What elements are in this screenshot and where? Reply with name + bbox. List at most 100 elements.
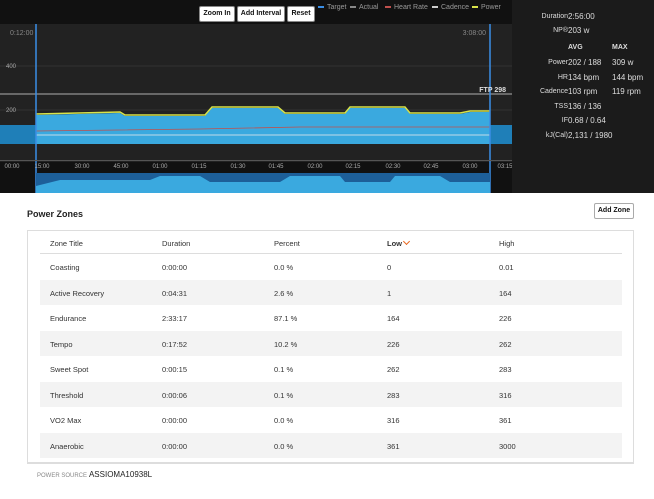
col-header: AVG [568,44,583,51]
power-source-label: POWER SOURCE [37,473,88,479]
power-source-value: ASSIOMA10938L [88,470,153,479]
stat-label: TSS [554,102,568,110]
x-label: 01:15 [191,164,207,170]
sort-arrow [402,237,411,246]
cell: 0.1 % [274,390,294,400]
cell: 0:00:00 [162,263,188,272]
cell: 2:33:17 [162,314,188,323]
section-title: Power Zones [27,209,84,219]
legend-item: Power [472,4,501,11]
zoom-in-button[interactable]: Zoom In [199,6,235,22]
stat-label: kJ(Cal) [545,131,568,139]
column-header: Duration [162,239,191,248]
legend-label: Cadence [441,4,470,11]
legend-item: Heart Rate [385,4,428,11]
power-line [35,106,490,116]
stat-avg: 103 rpm [568,87,598,96]
row-shade [40,279,622,305]
x-label: 02:45 [423,164,439,170]
legend-label: Heart Rate [394,4,428,11]
legend-label: Target [327,4,347,11]
col-header: MAX [612,44,628,51]
stat-avg: 202 / 188 [568,58,602,67]
x-label: 15:00 [34,164,50,170]
add-interval-button[interactable]: Add Interval [237,6,285,22]
x-label: 02:15 [345,164,361,170]
legend-item: Cadence [432,4,469,11]
cell: VO2 Max [50,416,82,425]
cell: 164 [387,314,400,323]
cell: 262 [387,365,400,374]
legend-swatch [432,6,438,9]
workout-panel: 0:12:00 3:08:00 400 200 FTP 298 00:00 15:… [0,0,654,193]
cell: 0:00:06 [162,390,188,400]
stat-label: NP® [553,27,568,34]
cell: 0.0 % [274,441,294,451]
cell: 1 [387,288,392,298]
cell: 0:04:31 [162,288,188,298]
cell: 283 [387,390,400,400]
reset-button[interactable]: Reset [287,6,315,22]
y-label: 200 [6,108,17,114]
x-label: 01:30 [230,164,246,170]
cell: Threshold [50,390,84,400]
x-label: 30:00 [74,164,90,170]
cell: 0:00:15 [162,365,188,374]
cell: 283 [499,365,512,374]
cell: 3000 [499,441,516,451]
stat-value: 2:56:00 [568,12,595,21]
cell: 164 [499,288,512,298]
stat-label: IF [561,117,568,124]
legend-swatch [350,6,356,9]
cell: 361 [387,441,400,451]
cell: Sweet Spot [50,365,89,374]
stat-label: Cadence [539,88,568,95]
column-header: Percent [274,239,300,248]
column-header[interactable]: Low [387,239,402,248]
x-label: 02:00 [307,164,323,170]
stat-avg: 136 / 136 [568,101,602,111]
axis [0,160,512,161]
legend-swatch [318,6,324,9]
cell: Endurance [50,314,87,323]
legend-item: Target [318,4,346,11]
cell: 0:00:00 [162,441,188,451]
cell: 0.0 % [274,416,294,425]
cell: 0:17:52 [162,339,188,349]
hr-line [35,126,490,132]
x-label: 02:30 [385,164,401,170]
x-label: 45:00 [113,164,129,170]
row-shade [40,432,622,458]
column-header: High [499,239,515,248]
cell: 262 [499,339,512,349]
zones-table: Zone Title Duration Percent Low High Coasting… [27,230,634,464]
stat-avg: 134 bpm [568,72,600,82]
stat-label: HR [557,73,568,81]
legend-label: Power [481,4,501,11]
cell: Tempo [50,339,73,349]
cell: 316 [387,416,400,425]
cell: Anaerobic [50,441,84,451]
stat-avg: 2,131 / 1980 [568,130,613,140]
cell: 226 [499,314,512,323]
summary-panel: Duration 2:56:00 NP® 203 w AVG MAX Power… [512,0,654,193]
y-label: 400 [6,64,17,70]
legend-swatch [472,6,478,9]
stat-value: 203 w [568,26,590,35]
legend-item: Actual [350,4,378,11]
row-shade [40,381,622,407]
x-label: 03:15 [497,164,512,170]
cell: 0.0 % [274,263,294,272]
cell: 226 [387,339,400,349]
cell: Coasting [50,263,80,272]
stat-label: Power [548,59,568,66]
stat-label: Duration [541,13,568,20]
cell: 0:00:00 [162,416,188,425]
column-header: Zone Title [50,239,83,248]
x-label: 00:00 [4,164,20,170]
stat-max: 309 w [612,58,634,67]
header-rule [40,253,622,254]
x-label: 01:45 [268,164,284,170]
add-zone-button[interactable]: Add Zone [594,203,634,219]
